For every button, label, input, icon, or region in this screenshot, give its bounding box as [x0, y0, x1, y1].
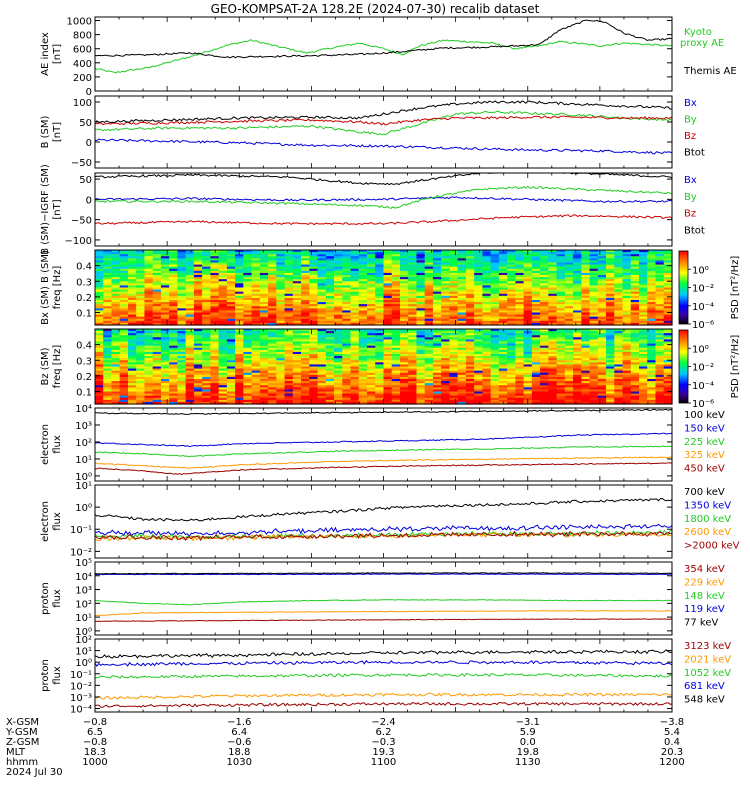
y-tick-label: 100	[73, 98, 92, 109]
legend-label: Btot	[684, 148, 705, 159]
y-tick-label: 0.2	[76, 293, 92, 304]
series-line-themis-ae	[95, 20, 672, 58]
y-tick-label: 50	[79, 175, 92, 186]
legend-label: Kyoto	[684, 27, 712, 38]
series-line-by	[95, 186, 672, 208]
panel-frame	[95, 96, 672, 168]
y-tick-label: 0.3	[76, 277, 92, 288]
series-line-btot	[95, 101, 672, 123]
y-tick-label: 50	[79, 118, 92, 129]
legend-label: proxy AE	[680, 38, 724, 49]
legend-bsm: Bx By Bz Btot	[684, 98, 705, 159]
y-tick-label: 0.1	[76, 309, 92, 320]
colorbar-tick-label: 10⁻⁴	[692, 302, 714, 313]
panel-frame	[95, 17, 672, 91]
legend-label: Bz	[684, 131, 696, 142]
y-tick-label: 400	[73, 59, 92, 70]
y-axis-label: [nT]	[52, 199, 63, 219]
y-tick-label: 0	[86, 138, 92, 149]
colorbar-tick-label: 10⁻²	[692, 284, 714, 295]
legend-label: Bx	[684, 98, 697, 109]
colorbar	[679, 251, 688, 324]
panel-bsm_igrf: Bx By Bz Btot −100 −50 0 50 B (SM)−IGRF (SM)[nT]	[40, 164, 705, 255]
spectrogram-bz_spec	[95, 329, 673, 405]
y-axis-label: [nT]	[52, 44, 63, 64]
y-tick-label: −50	[71, 216, 92, 227]
y-axis-label: B (SM)	[40, 115, 51, 148]
series-line-kyoto	[95, 40, 672, 73]
series-group-bsm_igrf	[95, 173, 672, 225]
panel-bx_spec: 10⁰ 10⁻² 10⁻⁴ 10⁻⁶ PSD [nT²/Hz] 0.1 0.2 0.3 0.4 B…	[40, 250, 741, 331]
y-tick-label: 600	[73, 45, 92, 56]
y-axis-label: Bx (SM) B (SM)	[40, 250, 51, 325]
y-axis-label: AE index	[40, 32, 51, 76]
spectrogram-bx_spec	[95, 250, 673, 326]
y-axis-label: B (SM)−IGRF (SM)	[40, 164, 51, 255]
y-tick-label: 0	[86, 195, 92, 206]
legend-label: Btot	[684, 225, 705, 236]
chart-title: GEO-KOMPSAT-2A 128.2E (2024-07-30) recal…	[211, 2, 540, 16]
series-line-bz	[95, 215, 672, 225]
series-line-bx	[95, 197, 672, 203]
colorbar-tick-label: 10⁻⁶	[692, 320, 714, 331]
y-tick-label: 0.4	[76, 262, 92, 273]
y-tick-label: 800	[73, 31, 92, 42]
y-tick-label: −100	[65, 236, 92, 247]
y-tick-label: −50	[71, 158, 92, 169]
series-line-bx	[95, 139, 672, 154]
y-axis-label: [nT]	[52, 122, 63, 142]
legend-label: By	[684, 115, 697, 126]
y-axis-label: freq [Hz]	[52, 266, 63, 310]
legend-bsm_igrf: Bx By Bz Btot	[684, 175, 705, 236]
legend-label: Bx	[684, 175, 697, 186]
legend-label: By	[684, 192, 697, 203]
panel-bsm: Bx By Bz Btot −50 0 50 100 B (SM)[nT]	[40, 96, 705, 169]
series-group-ae	[95, 20, 672, 72]
y-tick-label: 200	[73, 73, 92, 84]
y-tick-label: 1000	[67, 17, 92, 28]
colorbar-label: PSD [nT²/Hz]	[730, 256, 741, 320]
colorbar-tick-label: 10⁰	[692, 265, 709, 276]
legend-label: Themis AE	[683, 66, 737, 77]
series-group-bsm	[95, 101, 672, 154]
legend-label: Bz	[684, 209, 696, 220]
y-tick-label: 0	[86, 87, 92, 98]
